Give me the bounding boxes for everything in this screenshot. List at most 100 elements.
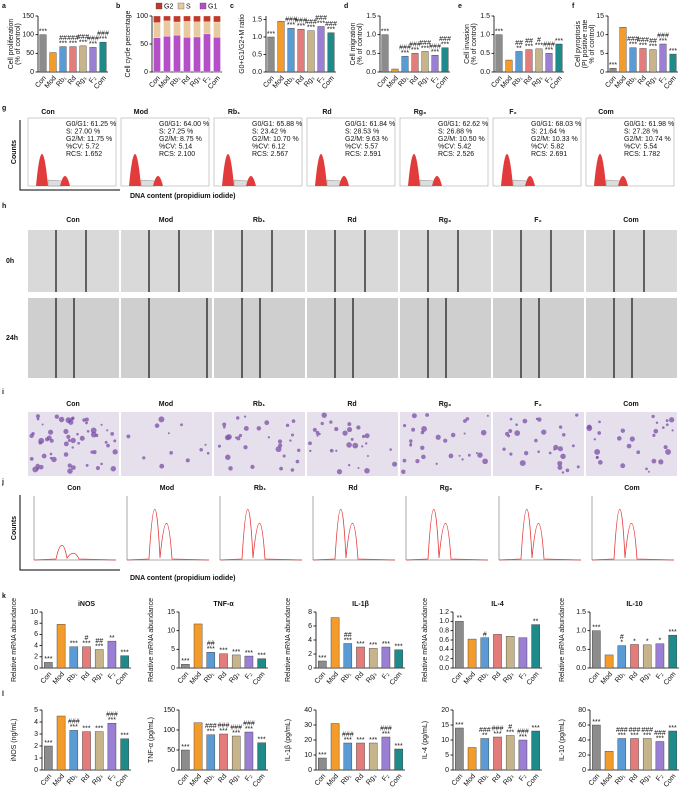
cell-stain — [256, 426, 262, 431]
x-tick-label: Rg₃ — [531, 75, 544, 89]
cell-stain — [334, 427, 339, 432]
microscope-image — [121, 412, 212, 476]
x-tick-label: Com — [321, 75, 336, 91]
cell-stain — [477, 452, 483, 458]
cell-stain — [67, 438, 71, 443]
cell-stain — [85, 421, 88, 425]
panel-letter: g — [2, 105, 6, 112]
significance: *** — [344, 637, 352, 644]
cell-stain — [421, 454, 426, 460]
cell-stain — [652, 433, 656, 437]
y-axis-label: G0+G1/G2+M ratio — [239, 14, 246, 74]
cell-stain — [29, 433, 34, 439]
x-tick-label: Mod — [600, 671, 614, 686]
cell-stain — [519, 460, 526, 467]
bar-segment — [193, 15, 201, 23]
cell-stain — [665, 419, 669, 423]
significance: * — [659, 638, 662, 645]
y-tick-label: 40 — [578, 737, 586, 744]
bar — [219, 733, 228, 771]
cell-stain — [486, 414, 489, 417]
significance: *** — [495, 29, 503, 36]
histogram-curve — [591, 508, 675, 561]
cell-stain — [285, 423, 290, 428]
x-tick-label: F₂ — [381, 773, 391, 783]
chart-title: IL-10 — [626, 601, 642, 608]
y-tick-label: 100 — [22, 32, 34, 39]
column-label: F₂ — [534, 401, 541, 408]
significance: ### — [68, 719, 80, 726]
cell-stain — [35, 414, 41, 419]
column-label: Rg₃ — [439, 217, 452, 224]
cell-stain — [541, 429, 547, 435]
y-tick-label: 4 — [34, 642, 38, 649]
cell-stain — [557, 460, 563, 466]
cell-stain — [594, 448, 601, 455]
panel-label: Con — [67, 485, 81, 492]
x-tick-label: Rd — [181, 75, 192, 86]
cell-stain — [51, 456, 57, 463]
cell-stain — [443, 438, 448, 443]
plot-frame — [399, 117, 489, 187]
bar-segment — [213, 37, 221, 73]
significance: ### — [67, 35, 79, 42]
significance: *** — [669, 725, 677, 732]
significance: *** — [669, 629, 677, 636]
y-tick-label: 0.0 — [480, 69, 490, 76]
cell-stain — [66, 434, 71, 439]
microscope-image — [400, 230, 491, 292]
cell-stain — [560, 453, 566, 460]
plot-axes — [591, 496, 674, 561]
bar — [277, 21, 285, 73]
column-label: Rb₁ — [253, 217, 265, 224]
y-tick-label: 2 — [34, 654, 38, 661]
x-tick-label: Rb₁ — [66, 772, 79, 786]
bar — [120, 655, 129, 669]
y-axis-label: IL-4 (pg/mL) — [422, 721, 429, 759]
significance: ### — [627, 36, 639, 43]
x-tick-label: F₂ — [655, 671, 665, 681]
bar-segment — [153, 15, 161, 23]
cell-stain — [616, 436, 622, 441]
significance: *** — [629, 42, 637, 49]
cell-stain — [458, 454, 461, 457]
cell-stain — [85, 463, 89, 467]
bar — [381, 736, 391, 771]
cell-stain — [435, 434, 441, 440]
bar — [455, 727, 464, 771]
cell-stain — [90, 450, 94, 454]
bar — [257, 742, 266, 771]
g2-peak — [339, 176, 349, 186]
x-tick-label: Rg₃ — [189, 75, 202, 89]
x-tick-label: Rd — [637, 75, 648, 86]
significance: ### — [492, 725, 504, 732]
g1-peak — [222, 154, 234, 186]
bar — [630, 738, 639, 771]
cell-stain — [665, 449, 672, 455]
legend-label: G2 — [164, 3, 173, 10]
bar — [505, 735, 515, 771]
x-tick-label: Com — [207, 75, 222, 91]
bar — [467, 638, 477, 669]
y-axis-label: iNOS (ng/mL) — [11, 719, 18, 762]
cell-stain — [277, 439, 283, 444]
cell-stain — [548, 451, 552, 455]
cell-stain — [346, 427, 353, 433]
y-tick-label: 0 — [144, 69, 148, 76]
stat-line: %CV: 5.42 — [438, 143, 471, 150]
significance: *** — [639, 42, 647, 49]
bar — [368, 648, 378, 669]
cell-stain — [389, 448, 392, 451]
significance: *** — [95, 725, 103, 732]
y-tick-label: 15 — [596, 13, 604, 20]
significance: ### — [429, 44, 441, 51]
x-tick-label: Rg₃ — [417, 75, 430, 89]
panel-label: Com — [624, 485, 640, 492]
panel-label: F₂ — [509, 109, 516, 116]
cell-stain — [243, 425, 249, 431]
significance: *** — [245, 650, 253, 657]
cell-stain — [636, 450, 641, 455]
bar — [193, 722, 203, 771]
s-phase — [47, 179, 63, 187]
cell-stain — [86, 429, 90, 433]
